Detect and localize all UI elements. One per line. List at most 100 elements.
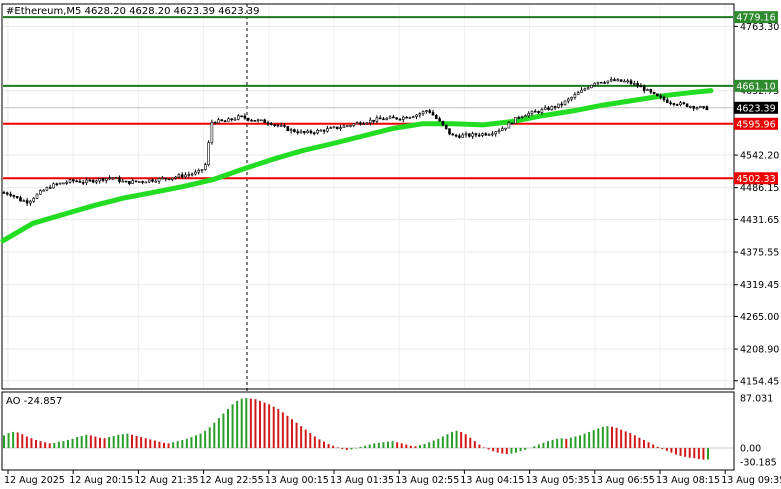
price-candle <box>613 77 616 82</box>
price-candle <box>332 125 336 129</box>
price-candle <box>279 122 283 127</box>
time-axis-label: 13 Aug 01:35 <box>330 475 394 486</box>
price-candle <box>484 132 488 137</box>
price-candle <box>359 121 362 126</box>
current-price-badge: 4623.39 <box>734 101 778 114</box>
price-candle <box>695 106 699 111</box>
price-panel[interactable]: #Ethereum,M5 4628.20 4628.20 4623.39 462… <box>0 3 735 470</box>
price-axis-tick: 4319.45 <box>740 280 779 291</box>
price-candle <box>388 115 392 119</box>
price-candle <box>48 184 52 189</box>
price-candle <box>550 105 554 111</box>
price-candle <box>365 121 369 125</box>
ao-histogram <box>3 398 733 460</box>
price-candle <box>586 86 590 90</box>
price-candle <box>566 97 570 104</box>
price-candle <box>12 194 16 199</box>
price-axis: 4763.304652.754542.204486.154431.654375.… <box>734 22 779 387</box>
price-candle <box>167 178 171 181</box>
price-axis-tick: 4486.15 <box>740 183 779 194</box>
price-candle <box>213 121 217 125</box>
price-candle <box>517 115 521 120</box>
price-candle <box>540 107 544 115</box>
price-candle <box>151 178 154 183</box>
price-candle <box>263 118 267 124</box>
price-candle <box>623 79 626 83</box>
level-price-label: 4595.96 <box>736 119 775 130</box>
price-candle <box>547 105 550 111</box>
price-candle <box>510 122 514 125</box>
price-candle <box>171 177 174 182</box>
price-axis-tick: 4375.55 <box>740 248 779 259</box>
price-candle <box>375 115 379 124</box>
price-candle <box>698 105 702 109</box>
price-candle <box>507 121 511 129</box>
price-candle <box>520 115 524 119</box>
price-candle <box>296 129 300 135</box>
price-candle <box>190 172 194 177</box>
time-axis-label: 13 Aug 00:15 <box>265 475 329 486</box>
price-candle <box>105 178 108 184</box>
price-candle <box>563 100 567 106</box>
price-candle <box>636 80 639 89</box>
price-candle <box>401 115 405 123</box>
price-candle <box>85 177 88 186</box>
price-candle <box>220 119 224 122</box>
price-grid <box>3 5 733 388</box>
price-candle <box>177 173 181 179</box>
price-candle <box>619 79 623 82</box>
price-candle <box>438 116 441 122</box>
price-candles <box>2 76 709 206</box>
price-candle <box>260 119 263 122</box>
price-candle <box>682 101 686 105</box>
time-axis-label: 13 Aug 04:15 <box>460 475 524 486</box>
price-candle <box>629 78 633 86</box>
price-candle <box>6 191 9 196</box>
ao-panel[interactable]: AO -24.857 <box>1 391 735 471</box>
price-candle <box>596 81 600 86</box>
price-candle <box>286 125 290 132</box>
ao-axis-tick: 0.00 <box>740 444 761 455</box>
price-candle <box>91 179 95 184</box>
price-candle <box>256 118 260 123</box>
price-candle <box>25 197 29 206</box>
price-candle <box>652 91 656 95</box>
price-candle <box>65 180 68 185</box>
price-candle <box>349 124 352 128</box>
price-candle <box>78 179 82 183</box>
price-candle <box>692 105 696 112</box>
price-candle <box>88 178 92 182</box>
price-candle <box>451 132 455 136</box>
support-resistance-levels <box>3 16 733 180</box>
time-axis-label: 12 Aug 22:55 <box>200 475 264 486</box>
price-candle <box>230 118 233 122</box>
price-candle <box>187 171 191 178</box>
time-axis: 12 Aug 2025 12 Aug 20:15 12 Aug 21:35 12 Au… <box>4 470 781 486</box>
time-axis-label: 13 Aug 06:55 <box>591 475 655 486</box>
price-candle <box>362 121 366 125</box>
price-candle <box>411 115 415 119</box>
price-candle <box>98 177 101 184</box>
price-candle <box>55 182 59 187</box>
level-price-label: 4502.33 <box>736 174 775 185</box>
price-candle <box>58 182 62 185</box>
moving-average-line <box>0 88 714 244</box>
price-candle <box>118 175 121 184</box>
price-candle <box>685 103 689 108</box>
price-candle <box>428 108 432 114</box>
price-candle <box>405 116 408 119</box>
price-candle <box>111 177 115 181</box>
price-candle <box>339 124 342 131</box>
price-candle <box>395 117 399 120</box>
time-axis-label: 13 Aug 08:15 <box>656 475 720 486</box>
time-axis-label: 13 Aug 02:55 <box>395 475 459 486</box>
price-axis-tick: 4265.00 <box>740 312 779 323</box>
price-axis-tick: 4208.90 <box>740 345 779 356</box>
price-candle <box>134 180 138 183</box>
price-candle <box>312 131 316 136</box>
price-candle <box>276 124 280 128</box>
price-candle <box>184 172 187 179</box>
price-candle <box>599 81 603 84</box>
price-candle <box>675 103 679 106</box>
